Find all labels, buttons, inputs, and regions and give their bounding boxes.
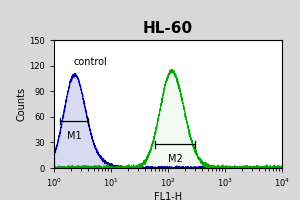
Title: HL-60: HL-60 (143, 21, 193, 36)
Text: M1: M1 (67, 131, 81, 141)
X-axis label: FL1-H: FL1-H (154, 192, 182, 200)
Text: M2: M2 (168, 154, 183, 164)
Y-axis label: Counts: Counts (16, 87, 26, 121)
Text: control: control (74, 57, 108, 67)
